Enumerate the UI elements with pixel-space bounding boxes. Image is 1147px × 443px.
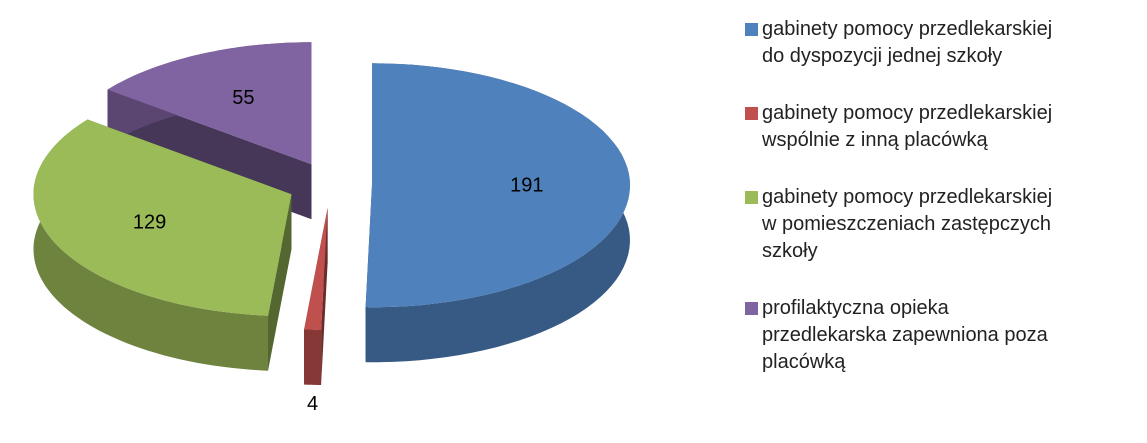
chart: 191 4 129 55 bbox=[33, 42, 630, 415]
slice-wall bbox=[304, 329, 322, 385]
legend-label: gabinety pomocy przedlekarskiej do dyspo… bbox=[762, 18, 1053, 67]
slice bbox=[365, 63, 630, 308]
slice bbox=[107, 42, 312, 165]
legend-swatch bbox=[745, 191, 758, 204]
slice-wall bbox=[33, 119, 268, 371]
legend-swatch bbox=[745, 23, 758, 36]
legend-swatch bbox=[745, 302, 758, 315]
legend-label: profilaktyczna opieka przedlekarska zape… bbox=[762, 297, 1048, 373]
data-label: 4 bbox=[307, 393, 318, 415]
legend-entry: profilaktyczna opieka przedlekarska zape… bbox=[745, 295, 1140, 376]
legend-entry: gabinety pomocy przedlekarskiej do dyspo… bbox=[745, 16, 1140, 70]
legend-label: gabinety pomocy przedlekarskiej wspólnie… bbox=[762, 102, 1053, 151]
slice bbox=[304, 208, 328, 330]
slice bbox=[33, 119, 292, 316]
legend-entry: gabinety pomocy przedlekarskiej w pomies… bbox=[745, 184, 1140, 265]
legend-swatch bbox=[745, 107, 758, 120]
data-label: 55 bbox=[232, 87, 254, 109]
legend-label: gabinety pomocy przedlekarskiej w pomies… bbox=[762, 186, 1053, 262]
data-label: 129 bbox=[133, 212, 166, 234]
legend-entry: gabinety pomocy przedlekarskiej wspólnie… bbox=[745, 100, 1140, 154]
data-label: 191 bbox=[510, 174, 543, 196]
legend: gabinety pomocy przedlekarskiej do dyspo… bbox=[745, 16, 1140, 376]
